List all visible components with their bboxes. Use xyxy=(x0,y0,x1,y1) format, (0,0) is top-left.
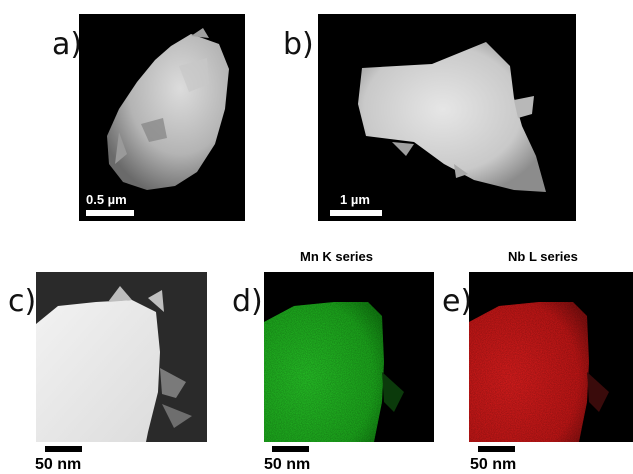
scalebar-label-b: 1 µm xyxy=(340,192,370,207)
nb-map-graphic xyxy=(469,272,633,442)
scalebar-b xyxy=(330,210,382,216)
mn-map-graphic xyxy=(264,272,434,442)
particle-b-graphic xyxy=(358,42,546,192)
eds-map-mn xyxy=(264,272,434,442)
particle-a-graphic xyxy=(107,28,229,190)
panel-label-a: a) xyxy=(52,27,83,62)
scalebar-label-d: 50 nm xyxy=(264,456,311,473)
eds-map-nb xyxy=(469,272,633,442)
map-title-d: Mn K series xyxy=(300,249,373,264)
scalebar-c xyxy=(45,446,82,452)
particle-c-graphic xyxy=(36,272,207,442)
stem-image-c xyxy=(36,272,207,442)
scalebar-e xyxy=(478,446,515,452)
panel-label-d: d) xyxy=(232,284,263,319)
scalebar-a xyxy=(86,210,134,216)
stem-image-a: 0.5 µm xyxy=(79,14,245,221)
panel-label-b: b) xyxy=(283,27,314,62)
scalebar-label-a: 0.5 µm xyxy=(86,192,127,207)
scalebar-label-c: 50 nm xyxy=(35,456,82,473)
scalebar-label-e: 50 nm xyxy=(470,456,517,473)
stem-image-b: 1 µm xyxy=(318,14,576,221)
panel-label-c: c) xyxy=(8,284,37,319)
map-title-e: Nb L series xyxy=(508,249,578,264)
panel-label-e: e) xyxy=(442,284,473,319)
scalebar-d xyxy=(272,446,309,452)
